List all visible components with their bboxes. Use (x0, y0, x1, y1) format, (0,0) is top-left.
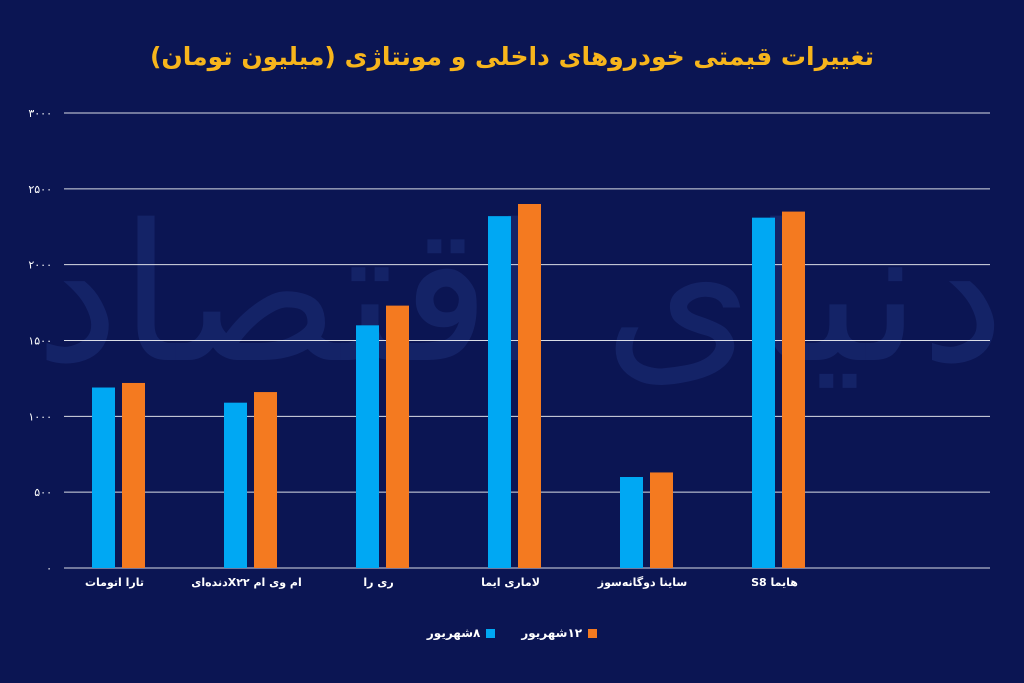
y-tick-label: ۳۰۰۰ (28, 107, 52, 120)
bar-series-2-cat-4 (518, 204, 541, 568)
bar-series-1-cat-3 (356, 325, 379, 568)
x-tick-label: لاماری ایما (481, 576, 540, 589)
bar-series-2-cat-6 (782, 211, 805, 569)
bar-series-1-cat-1 (92, 387, 115, 568)
bar-series-1-cat-6 (752, 217, 775, 568)
y-tick-label: ۰ (46, 562, 52, 575)
chart-title: تغییرات قیمتی خودروهای داخلی و مونتاژی (… (149, 42, 875, 71)
x-tick-label: ساینا دوگانه‌سوز (597, 576, 687, 589)
bar-series-2-cat-1 (122, 382, 145, 568)
legend-label-series-2: ۱۲شهریور (521, 626, 583, 640)
legend: ۱۲شهریور ۸شهریور (0, 626, 1024, 640)
x-tick-label: ام وی ام X۲۲دنده‌ای (191, 576, 301, 589)
legend-swatch-series-2 (588, 628, 598, 638)
legend-swatch-series-1 (486, 628, 496, 638)
bar-series-1-cat-4 (488, 216, 511, 568)
bar-series-2-cat-3 (386, 305, 409, 568)
bar-series-2-cat-2 (254, 392, 277, 568)
legend-item-series-1: ۸شهریور (426, 626, 496, 640)
y-tick-label: ۲۵۰۰ (28, 183, 52, 196)
x-tick-label: ری را (363, 576, 393, 589)
x-tick-label: هایما S8 (751, 576, 798, 589)
y-tick-label: ۱۰۰۰ (28, 410, 52, 423)
y-tick-label: ۱۵۰۰ (28, 335, 52, 348)
bar-series-1-cat-2 (224, 402, 247, 568)
y-tick-label: ۵۰۰ (34, 486, 52, 499)
legend-label-series-1: ۸شهریور (426, 626, 481, 640)
x-tick-label: تارا اتومات (85, 576, 144, 589)
bar-series-1-cat-5 (620, 477, 643, 568)
legend-item-series-2: ۱۲شهریور (521, 626, 598, 640)
y-tick-label: ۲۰۰۰ (28, 259, 52, 272)
bar-series-2-cat-5 (650, 472, 673, 568)
